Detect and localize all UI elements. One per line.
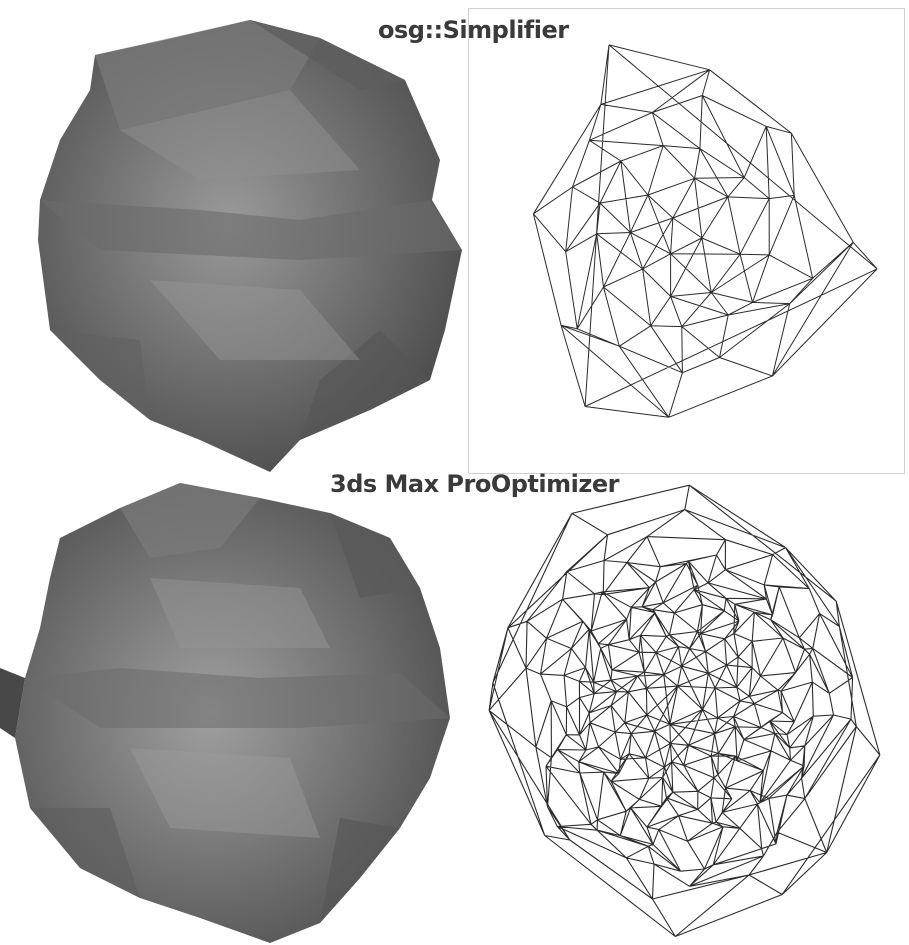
caption-3ds-max-prooptimizer: 3ds Max ProOptimizer [330, 470, 619, 498]
wireframe-edges [532, 44, 878, 418]
wireframe-rock-image [532, 44, 878, 418]
wireframe-rock-prooptimizer [468, 478, 909, 945]
caption-osg-simplifier: osg::Simplifier [378, 16, 569, 44]
wireframe-rock-image [488, 484, 881, 938]
shaded-rock-image [38, 20, 462, 472]
shaded-rock-simplifier [0, 0, 468, 478]
wireframe-edges [488, 484, 881, 938]
shaded-rock-prooptimizer [0, 478, 468, 945]
wireframe-rock-simplifier [468, 8, 909, 478]
shaded-rock-image [0, 483, 450, 943]
